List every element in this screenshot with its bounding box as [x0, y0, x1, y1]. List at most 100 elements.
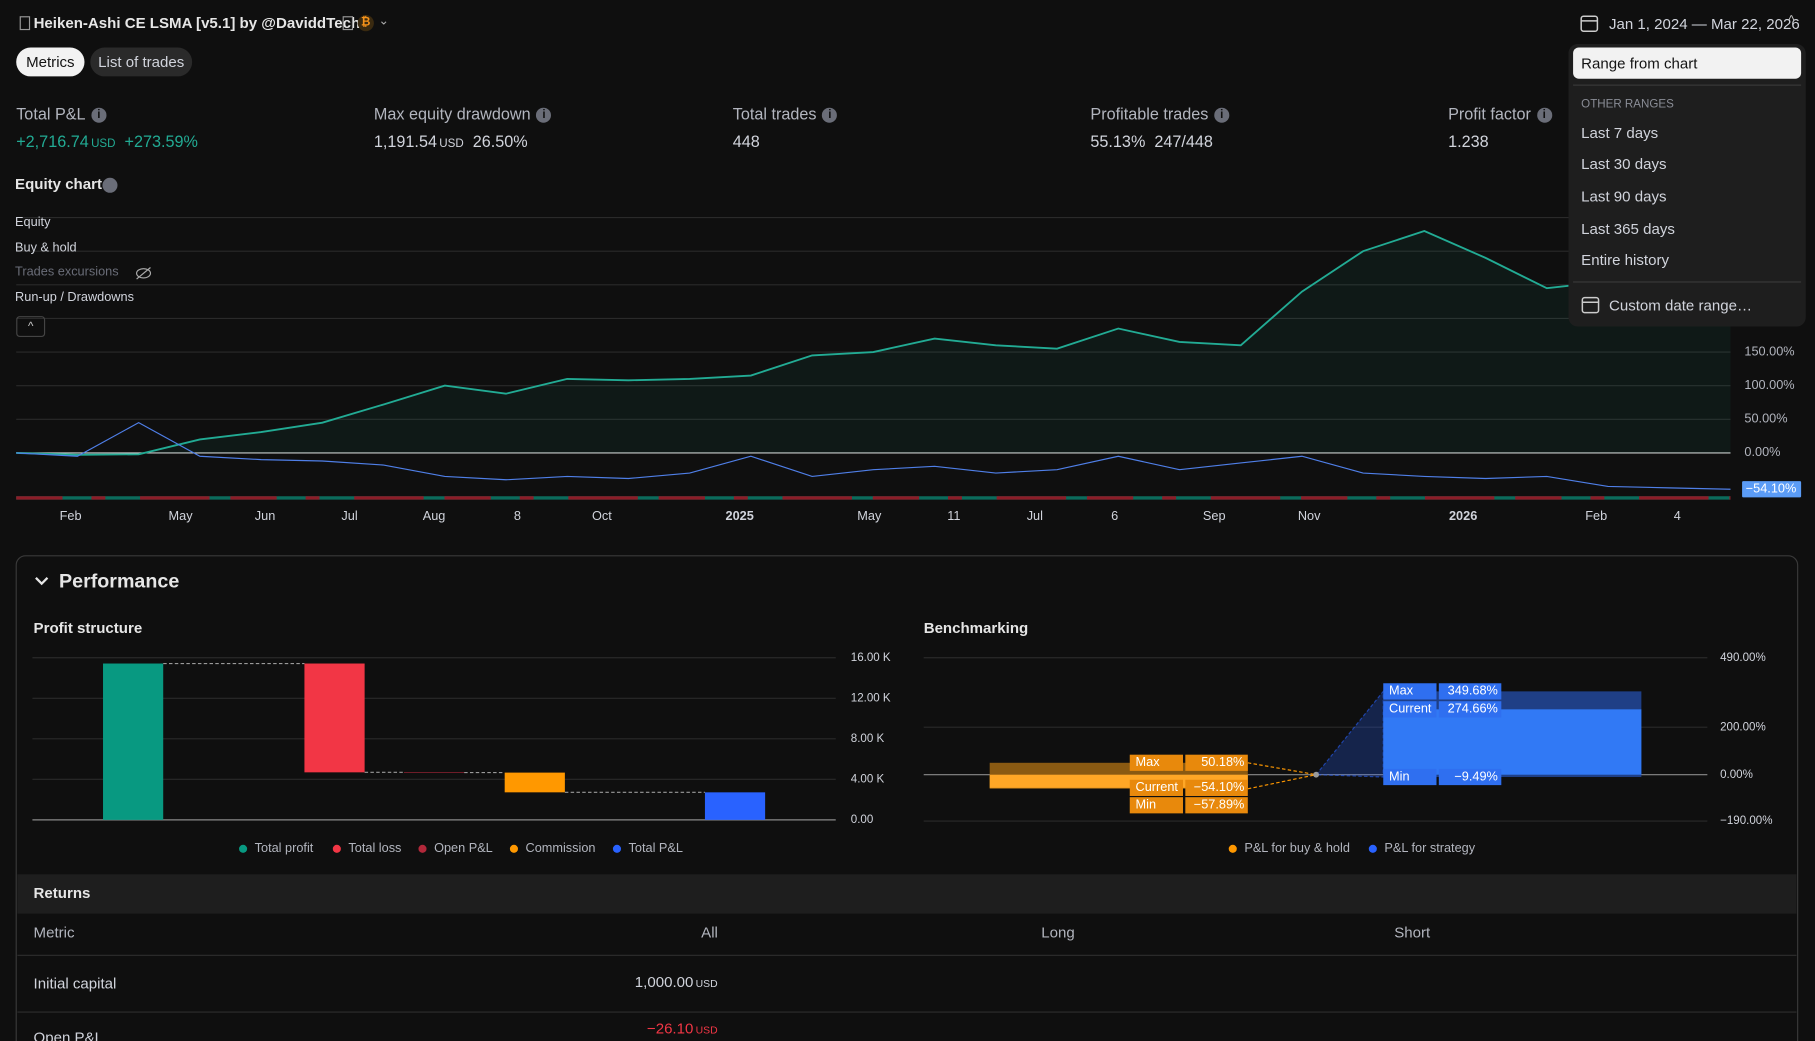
stat-label: Max equity drawdown — [373, 104, 531, 123]
range-item[interactable]: Last 30 days — [1581, 155, 1667, 173]
section-label: OTHER RANGES — [1581, 98, 1674, 112]
stat-value-row: 1,191.54 USD 26.50% — [374, 132, 552, 151]
info-icon[interactable]: i — [536, 107, 552, 123]
bench-fan — [1314, 689, 1384, 778]
legend-item[interactable]: Run-up / Drawdowns — [15, 290, 134, 305]
selected-range[interactable]: Range from chart — [1573, 47, 1802, 79]
icon — [19, 16, 31, 31]
stat: Total P&L i +2,716.74 USD +273.59% — [16, 104, 198, 150]
current-bar — [989, 774, 1248, 788]
range-item[interactable]: Last 90 days — [1581, 187, 1667, 205]
stat-label-box — [1129, 754, 1183, 771]
legend-item[interactable]: Buy & hold — [15, 240, 77, 255]
y-tick-label: 490.00% — [1720, 652, 1766, 664]
column-header: Short — [1394, 924, 1431, 941]
divider — [1573, 84, 1802, 86]
y-tick-label: 0.00% — [1720, 769, 1753, 781]
collapse-legend[interactable]: ^ — [16, 316, 46, 337]
range-item[interactable]: Last 7 days — [1581, 123, 1659, 142]
range-item[interactable]: Last 365 days — [1581, 220, 1675, 238]
legend-dot — [509, 844, 518, 853]
column-header: Metric — [34, 924, 75, 941]
row-value: 1,000.00 — [635, 974, 694, 991]
x-tick-label: Sep — [1203, 508, 1226, 523]
unit: USD — [439, 137, 464, 151]
stat-label: Total P&L — [16, 104, 86, 123]
legend-label: Total loss — [348, 840, 401, 855]
y-tick-label: 150.00% — [1744, 343, 1794, 358]
tab-trades[interactable]: List of trades — [90, 47, 193, 77]
legend-dot — [1228, 844, 1237, 853]
info-icon[interactable]: i — [1214, 107, 1230, 123]
y-tick-label: 12.00 K — [851, 692, 891, 704]
strategy-title[interactable]: Heiken-Ashi CE LSMA [v5.1] by @DaviddTec… — [33, 13, 361, 32]
waterfall-bar — [304, 663, 365, 773]
bench-guide — [1247, 774, 1317, 790]
stat-value: 1,191.54 — [373, 132, 437, 151]
stat-value-box — [1185, 797, 1248, 814]
stat-label: Max — [1389, 683, 1414, 698]
help-icon[interactable] — [102, 177, 118, 193]
stat-value: +2,716.74 — [16, 132, 89, 151]
legend-item[interactable]: Equity — [15, 215, 51, 230]
info-icon[interactable]: i — [91, 107, 107, 123]
info-icon[interactable]: i — [1536, 107, 1552, 123]
stat-value-row: +2,716.74 USD +273.59% — [16, 132, 198, 151]
stat-value: 349.68% — [1448, 683, 1498, 698]
stat-value: −57.89% — [1194, 797, 1245, 812]
column-header: Long — [1041, 924, 1074, 941]
date-dropdown: Range from chart OTHER RANGES Last 7 day… — [1568, 44, 1806, 327]
stat-label: Current — [1136, 779, 1179, 794]
equity-line — [16, 422, 1731, 490]
custom-range[interactable]: Custom date range… — [1608, 296, 1753, 314]
chevron-up[interactable]: ^ — [1788, 13, 1795, 28]
icon — [342, 16, 354, 31]
stat-label: Min — [1136, 797, 1156, 812]
row-metric: Open P&L — [34, 1030, 103, 1041]
stat-value-box — [1185, 779, 1248, 796]
collapse-chevron[interactable] — [35, 577, 49, 586]
stat-label-box — [1129, 779, 1183, 796]
legend-item[interactable]: Trades excursions — [15, 265, 119, 280]
stat-value: 55.13% — [1090, 132, 1146, 151]
y-tick-label: 0.00% — [1744, 444, 1780, 459]
x-tick-label: Oct — [592, 508, 612, 523]
stat-value: −9.49% — [1454, 768, 1497, 783]
chevron[interactable]: ⌄ — [378, 13, 390, 28]
stat-value: 448 — [732, 132, 760, 151]
calendar-icon — [1581, 296, 1600, 314]
stat-extra: 247/448 — [1154, 132, 1213, 151]
legend-label: Commission — [526, 840, 596, 855]
stat-label: Min — [1389, 768, 1409, 783]
y-tick-label: −190.00% — [1720, 815, 1772, 827]
range-item[interactable]: Entire history — [1581, 251, 1670, 269]
hidden-icon[interactable] — [134, 265, 153, 281]
stat-value: 1.238 — [1448, 132, 1489, 151]
bench-title: Benchmarking — [924, 620, 1029, 637]
column-header: All — [701, 924, 718, 941]
tab-metrics[interactable]: Metrics — [16, 47, 85, 77]
x-tick-label: May — [169, 508, 194, 523]
legend-label: P&L for strategy — [1384, 840, 1475, 855]
info-icon[interactable]: i — [822, 107, 838, 123]
legend-dot — [612, 844, 622, 853]
returns-header — [17, 874, 1797, 914]
x-tick-label: 8 — [514, 508, 521, 523]
x-tick-label: Jul — [341, 508, 357, 523]
x-tick-label: Jul — [1027, 508, 1043, 523]
y-tick-label: 4.00 K — [851, 773, 885, 785]
bench-guide — [1247, 762, 1317, 776]
x-tick-label: Feb — [1585, 508, 1607, 523]
stat-label: Total trades — [732, 104, 817, 123]
stat-value-box — [1438, 701, 1502, 718]
x-tick-label: 11 — [947, 508, 960, 523]
stat-label: Profit factor — [1448, 104, 1531, 123]
equity-title: Equity chart — [15, 176, 102, 193]
legend-dot — [239, 844, 248, 853]
equity-line — [16, 230, 1731, 456]
x-tick-label: 2026 — [1449, 508, 1477, 523]
stat-label-box — [1383, 701, 1437, 718]
date-range[interactable]: Jan 1, 2024 — Mar 22, 2026 — [1608, 15, 1800, 33]
x-tick-label: 6 — [1111, 508, 1118, 523]
stat: Profitable trades i 55.13% 247/448 — [1090, 104, 1230, 151]
